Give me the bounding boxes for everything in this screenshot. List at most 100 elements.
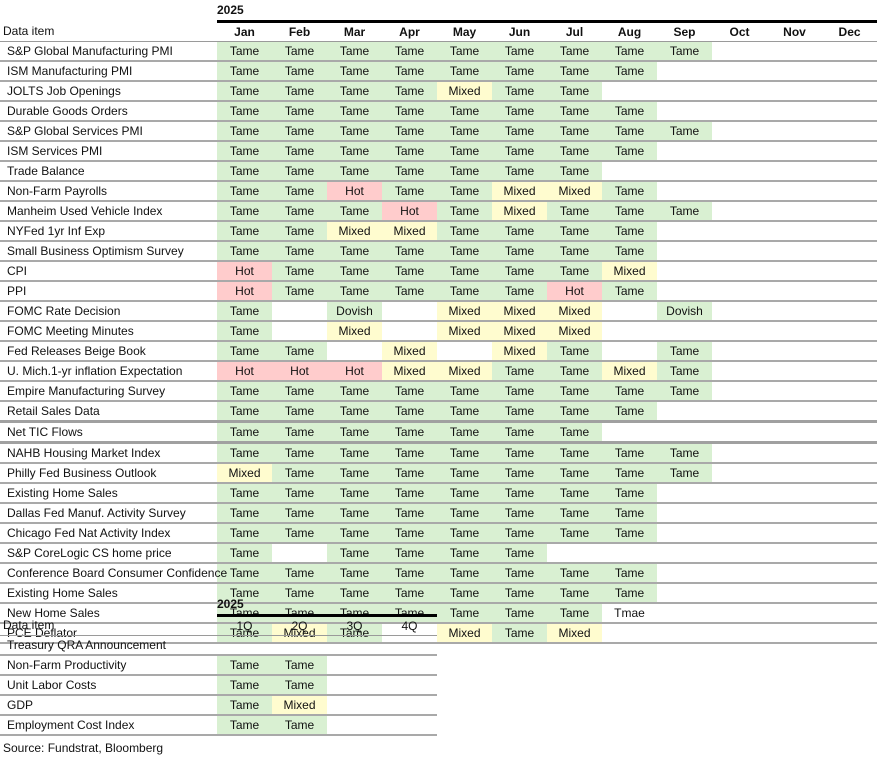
table-row: Chicago Fed Nat Activity Index Tame Tame Ta…: [0, 523, 878, 544]
status-cell: [767, 161, 822, 182]
table-row: Employment Cost Index Tame Tame: [0, 715, 438, 736]
status-cell: Tame: [272, 563, 327, 584]
status-cell: Tame: [437, 603, 492, 624]
status-cell: Mixed: [382, 341, 437, 362]
status-cell: [657, 623, 712, 644]
status-cell: Tame: [272, 201, 327, 222]
status-cell: Tame: [327, 543, 382, 564]
status-cell: Hot: [272, 361, 327, 382]
status-cell: [767, 61, 822, 82]
status-cell: [712, 503, 767, 524]
column-header: Jan: [217, 21, 272, 42]
status-cell: Tame: [217, 695, 272, 716]
status-cell: Tame: [492, 463, 547, 484]
table-row: JOLTS Job Openings Tame Tame Tame Tame Mixed T…: [0, 81, 878, 102]
status-cell: Tame: [437, 483, 492, 504]
table-row: Fed Releases Beige Book Tame Tame Mixed Mixe…: [0, 341, 878, 362]
status-cell: Tame: [217, 503, 272, 524]
table-row: U. Mich.1-yr inflation Expectation Hot Hot…: [0, 361, 878, 382]
status-cell: Tame: [492, 281, 547, 302]
status-cell: Tame: [382, 421, 437, 444]
status-cell: Hot: [327, 361, 382, 382]
status-cell: Mixed: [547, 301, 602, 322]
row-label: NYFed 1yr Inf Exp: [0, 221, 217, 242]
status-cell: Mixed: [602, 261, 657, 282]
row-label: GDP: [0, 695, 217, 716]
row-label: Empire Manufacturing Survey: [0, 381, 217, 402]
status-cell: Tame: [327, 241, 382, 262]
status-cell: Tame: [492, 241, 547, 262]
status-cell: [822, 321, 878, 342]
status-cell: [822, 483, 878, 504]
status-cell: Tame: [327, 61, 382, 82]
status-cell: Tame: [272, 655, 327, 676]
spacer: [0, 0, 217, 22]
status-cell: Tame: [272, 101, 327, 122]
status-cell: Tame: [272, 523, 327, 544]
status-cell: Mixed: [492, 181, 547, 202]
status-cell: Tame: [217, 381, 272, 402]
status-cell: Tame: [217, 101, 272, 122]
status-cell: Tame: [492, 442, 547, 464]
status-cell: Tame: [437, 141, 492, 162]
status-cell: [712, 421, 767, 444]
row-label: NAHB Housing Market Index: [0, 442, 217, 464]
status-cell: [822, 141, 878, 162]
status-cell: Hot: [217, 361, 272, 382]
row-label: FOMC Meeting Minutes: [0, 321, 217, 342]
status-cell: Tame: [547, 81, 602, 102]
status-cell: Tame: [602, 61, 657, 82]
status-cell: Tame: [217, 61, 272, 82]
data-item-header: Data item: [0, 615, 217, 636]
status-cell: Tame: [492, 623, 547, 644]
status-cell: Tame: [217, 121, 272, 142]
status-cell: Tame: [327, 523, 382, 544]
status-cell: Mixed: [547, 623, 602, 644]
status-cell: [712, 81, 767, 102]
status-cell: [767, 421, 822, 444]
table-row: Non-Farm Productivity Tame Tame: [0, 655, 438, 676]
column-header: Sep: [657, 21, 712, 42]
table-row: NAHB Housing Market Index Tame Tame Tame Tam…: [0, 442, 878, 464]
status-cell: [657, 523, 712, 544]
status-cell: Mixed: [272, 695, 327, 716]
status-cell: Tame: [547, 41, 602, 62]
status-cell: Mixed: [437, 361, 492, 382]
status-cell: Tame: [602, 463, 657, 484]
status-cell: Tame: [217, 81, 272, 102]
status-cell: Tame: [217, 341, 272, 362]
status-cell: Mixed: [217, 463, 272, 484]
status-cell: [712, 442, 767, 464]
status-cell: Mixed: [382, 361, 437, 382]
row-label: Treasury QRA Announcement: [0, 635, 217, 656]
status-cell: Tame: [437, 181, 492, 202]
status-cell: Tame: [492, 361, 547, 382]
status-cell: [712, 181, 767, 202]
status-cell: Tame: [492, 141, 547, 162]
status-cell: Tame: [437, 61, 492, 82]
status-cell: Tame: [492, 101, 547, 122]
status-cell: Tame: [492, 483, 547, 504]
status-cell: Tame: [382, 503, 437, 524]
table-row: Empire Manufacturing Survey Tame Tame Tame T…: [0, 381, 878, 402]
status-cell: [712, 261, 767, 282]
status-cell: [822, 101, 878, 122]
status-cell: [272, 635, 327, 656]
status-cell: Tame: [327, 442, 382, 464]
status-cell: [822, 603, 878, 624]
table-row: ISM Services PMI Tame Tame Tame Tame Tame Tame…: [0, 141, 878, 162]
status-cell: Tame: [217, 201, 272, 222]
status-cell: Tame: [382, 281, 437, 302]
status-cell: [602, 341, 657, 362]
column-header: 4Q: [382, 615, 438, 636]
status-cell: Tame: [437, 281, 492, 302]
status-cell: Tame: [602, 241, 657, 262]
status-cell: [822, 361, 878, 382]
status-cell: Tame: [492, 381, 547, 402]
status-cell: Hot: [217, 261, 272, 282]
status-cell: Tame: [547, 101, 602, 122]
status-cell: Tame: [272, 401, 327, 423]
status-cell: Tame: [382, 381, 437, 402]
status-cell: Tame: [602, 181, 657, 202]
status-cell: Tame: [272, 341, 327, 362]
